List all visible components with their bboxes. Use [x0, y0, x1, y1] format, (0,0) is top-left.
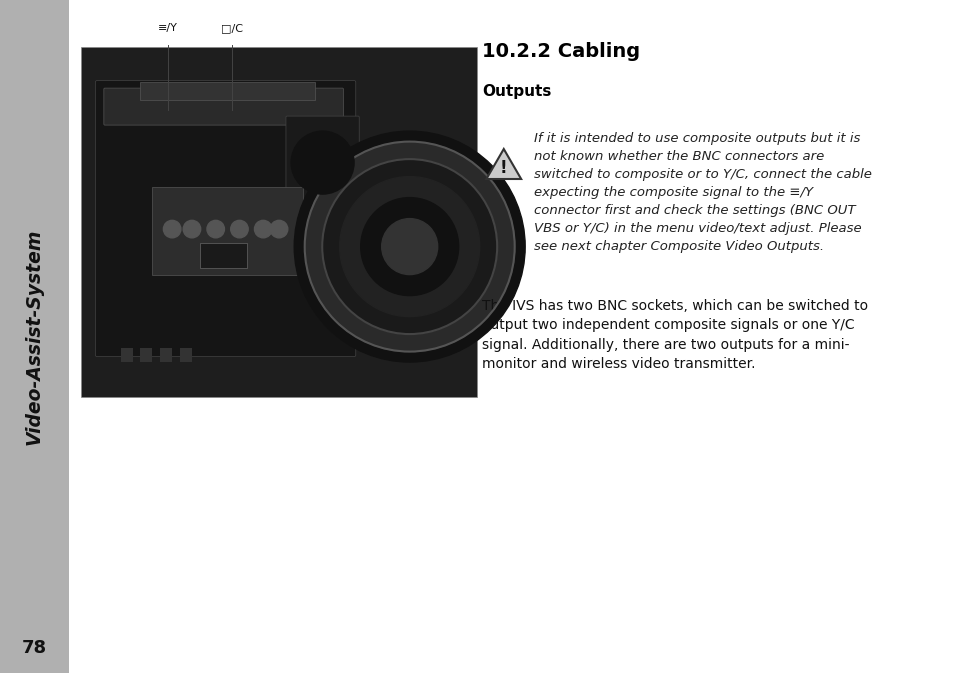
Circle shape — [163, 220, 181, 238]
Circle shape — [231, 220, 248, 238]
Text: ≡/Y: ≡/Y — [158, 23, 178, 33]
Circle shape — [294, 131, 525, 362]
Circle shape — [254, 220, 272, 238]
Bar — [140, 348, 152, 362]
Text: !: ! — [499, 159, 507, 176]
Text: Video-Assist-System: Video-Assist-System — [25, 228, 44, 445]
Circle shape — [207, 220, 224, 238]
Text: If it is intended to use composite outputs but it is
not known whether the BNC c: If it is intended to use composite outpu… — [534, 132, 871, 253]
Bar — [120, 348, 132, 362]
Bar — [180, 348, 192, 362]
Bar — [81, 47, 476, 397]
FancyBboxPatch shape — [104, 88, 343, 125]
Bar — [152, 187, 302, 275]
Circle shape — [322, 159, 497, 334]
Polygon shape — [486, 149, 520, 179]
FancyBboxPatch shape — [286, 116, 359, 205]
Bar — [140, 82, 314, 100]
Circle shape — [291, 131, 354, 194]
Text: Outputs: Outputs — [481, 84, 551, 99]
Text: The IVS has two BNC sockets, which can be switched to
output two independent com: The IVS has two BNC sockets, which can b… — [481, 299, 867, 371]
Circle shape — [270, 220, 288, 238]
Text: □/C: □/C — [220, 23, 242, 33]
Circle shape — [339, 176, 479, 316]
Circle shape — [360, 198, 458, 295]
Circle shape — [304, 141, 515, 351]
Text: 78: 78 — [22, 639, 47, 657]
Circle shape — [381, 219, 437, 275]
Bar — [200, 243, 247, 268]
Bar — [0, 0, 69, 673]
FancyBboxPatch shape — [95, 81, 355, 357]
Bar — [160, 348, 172, 362]
Circle shape — [183, 220, 200, 238]
Text: 10.2.2 Cabling: 10.2.2 Cabling — [481, 42, 639, 61]
